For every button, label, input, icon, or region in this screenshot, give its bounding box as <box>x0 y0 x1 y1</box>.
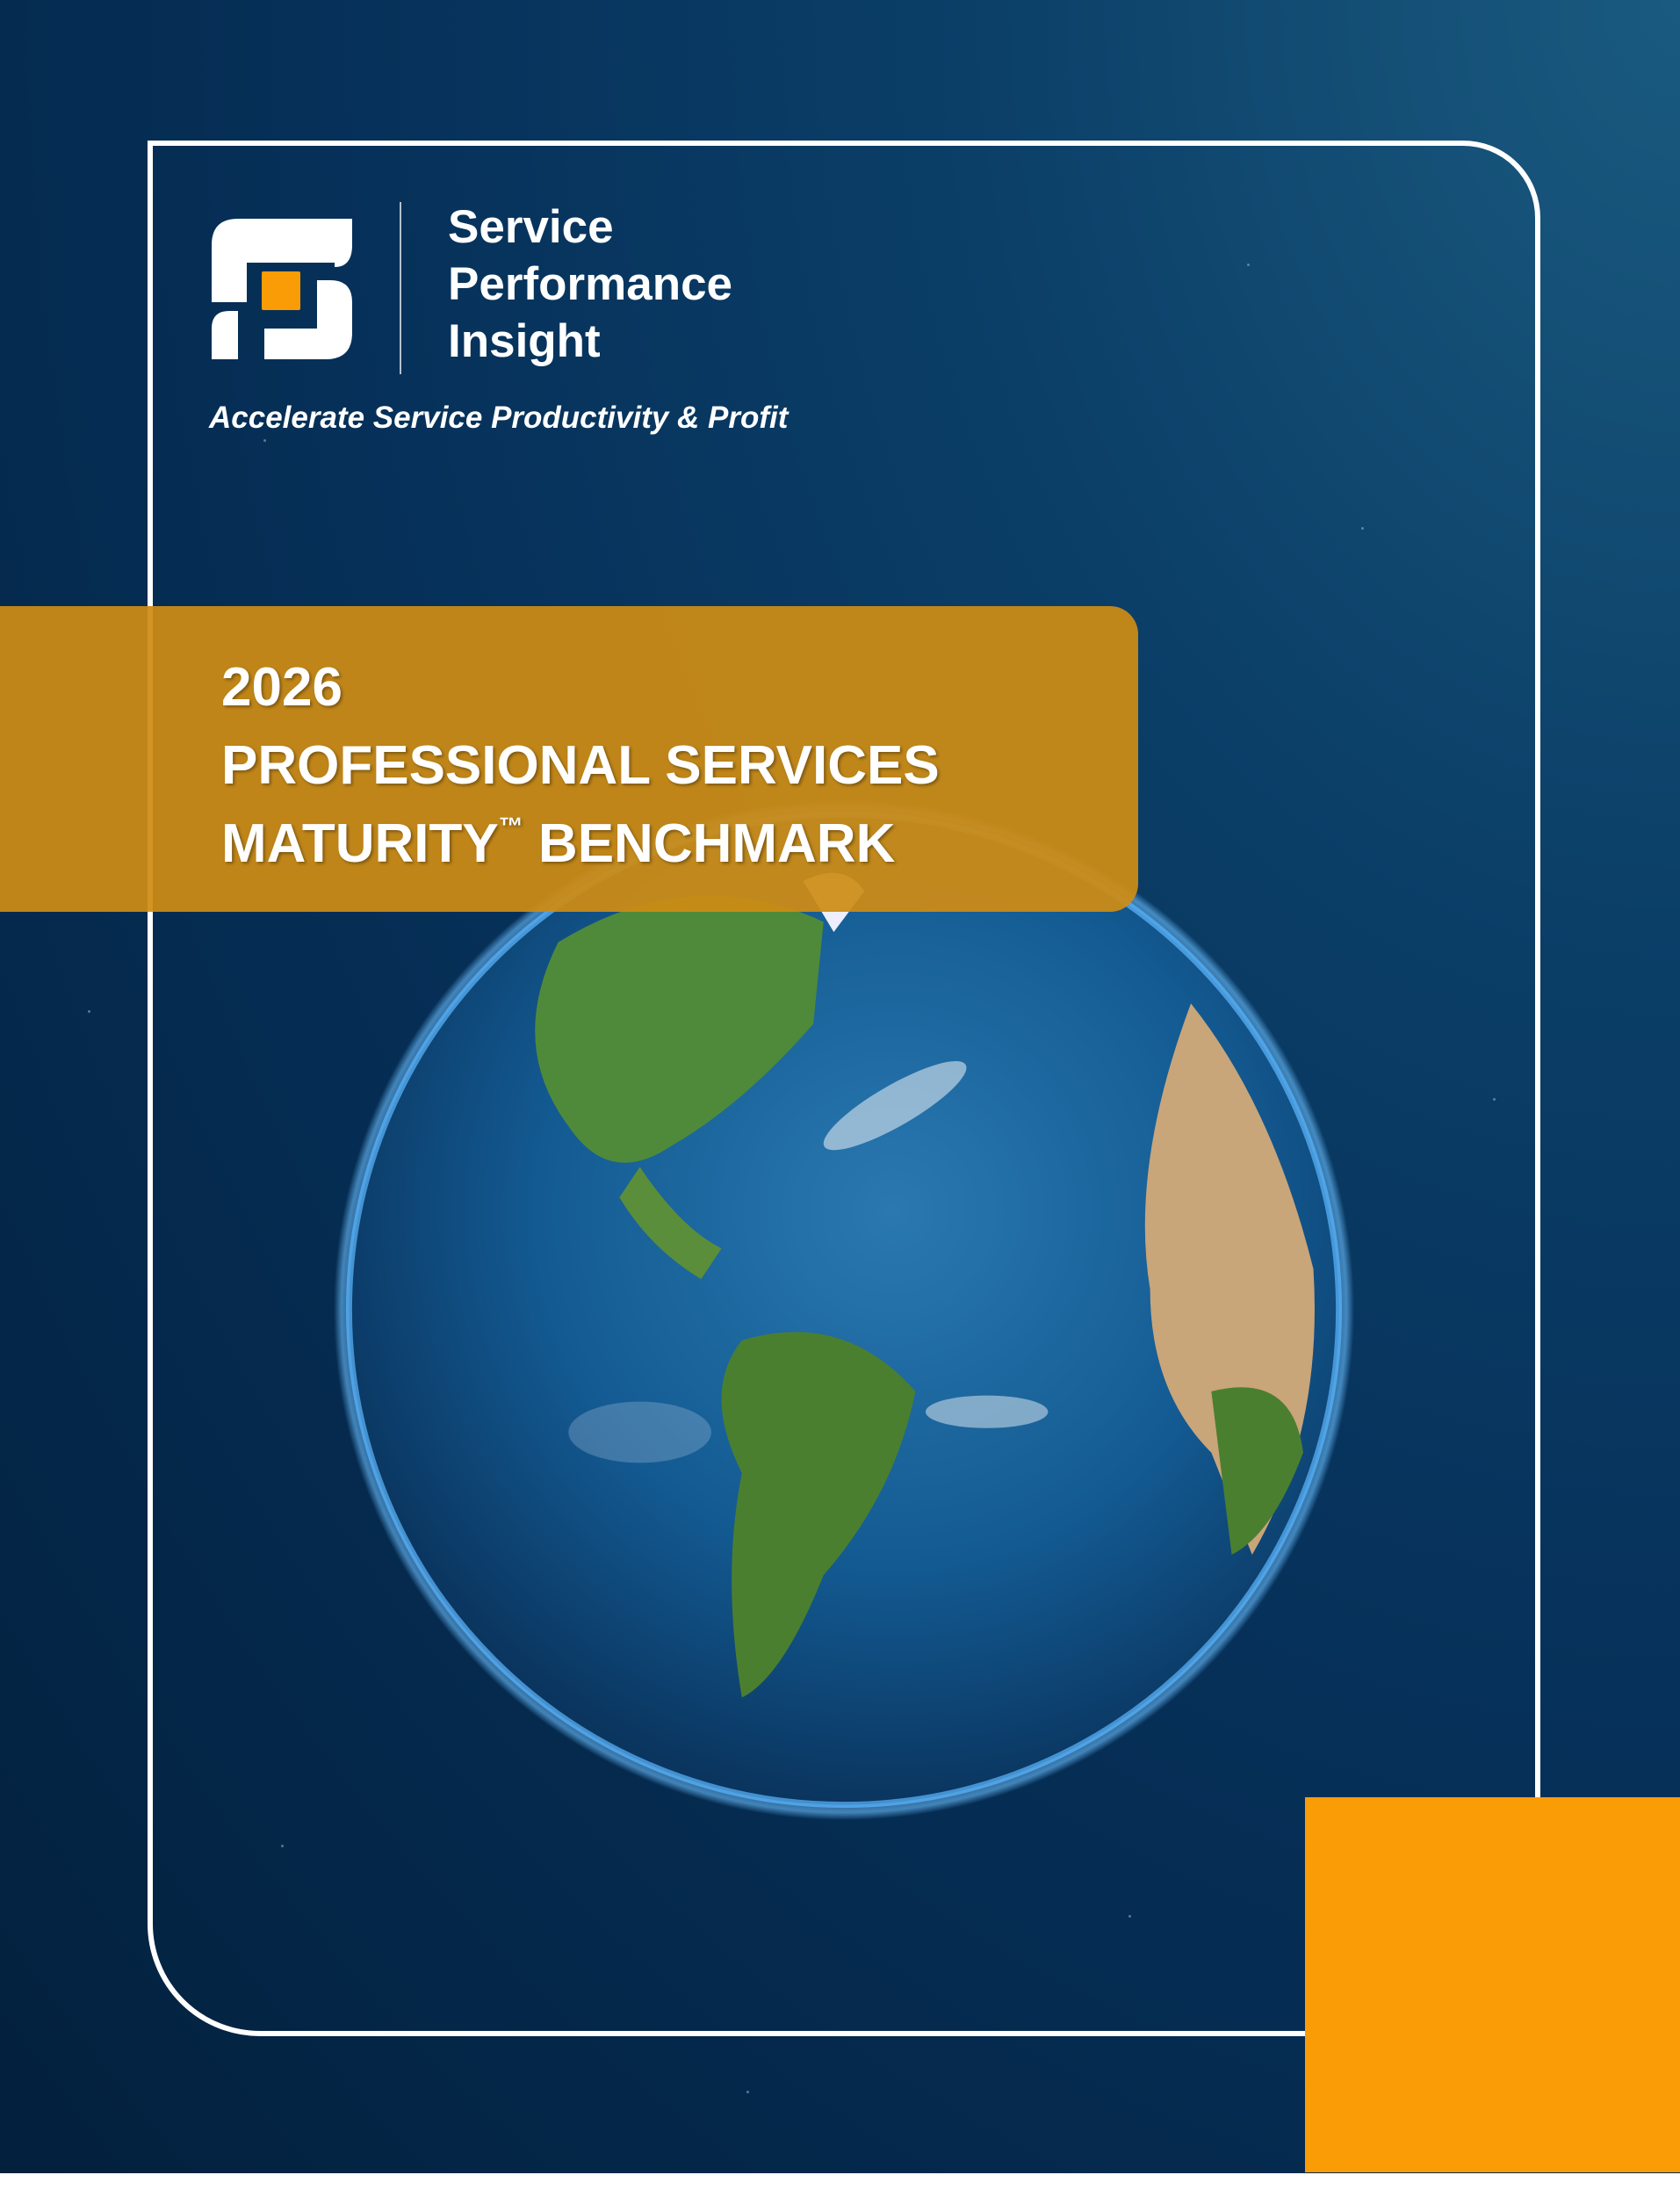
title-line-2: PROFESSIONAL SERVICES <box>221 735 940 796</box>
title-benchmark: BENCHMARK <box>523 813 896 874</box>
star <box>263 439 266 442</box>
brand-line-1: Service <box>448 201 614 253</box>
star <box>1247 264 1250 266</box>
title-year: 2026 <box>221 657 342 718</box>
trademark-symbol: ™ <box>498 813 523 840</box>
star <box>1361 527 1364 530</box>
logo-divider <box>400 202 401 374</box>
white-frame-border <box>148 141 1540 2036</box>
brand-name: Service Performance Insight <box>448 199 732 370</box>
star <box>88 1010 90 1013</box>
service-performance-insight-logo-icon <box>212 219 352 359</box>
star <box>1128 1915 1131 1918</box>
title-banner <box>0 606 1138 912</box>
title-maturity: MATURITY <box>221 813 499 874</box>
brand-line-3: Insight <box>448 315 601 367</box>
star <box>1493 1098 1496 1101</box>
earth-globe-image <box>334 799 1354 1820</box>
star <box>281 1845 284 1847</box>
title-line-3: MATURITY™ BENCHMARK <box>221 805 940 883</box>
orange-accent-square <box>1305 1797 1680 2172</box>
star <box>746 2091 749 2093</box>
tagline: Accelerate Service Productivity & Profit <box>209 401 789 435</box>
brand-line-2: Performance <box>448 258 733 310</box>
report-title: 2026 PROFESSIONAL SERVICES MATURITY™ BEN… <box>221 648 940 883</box>
